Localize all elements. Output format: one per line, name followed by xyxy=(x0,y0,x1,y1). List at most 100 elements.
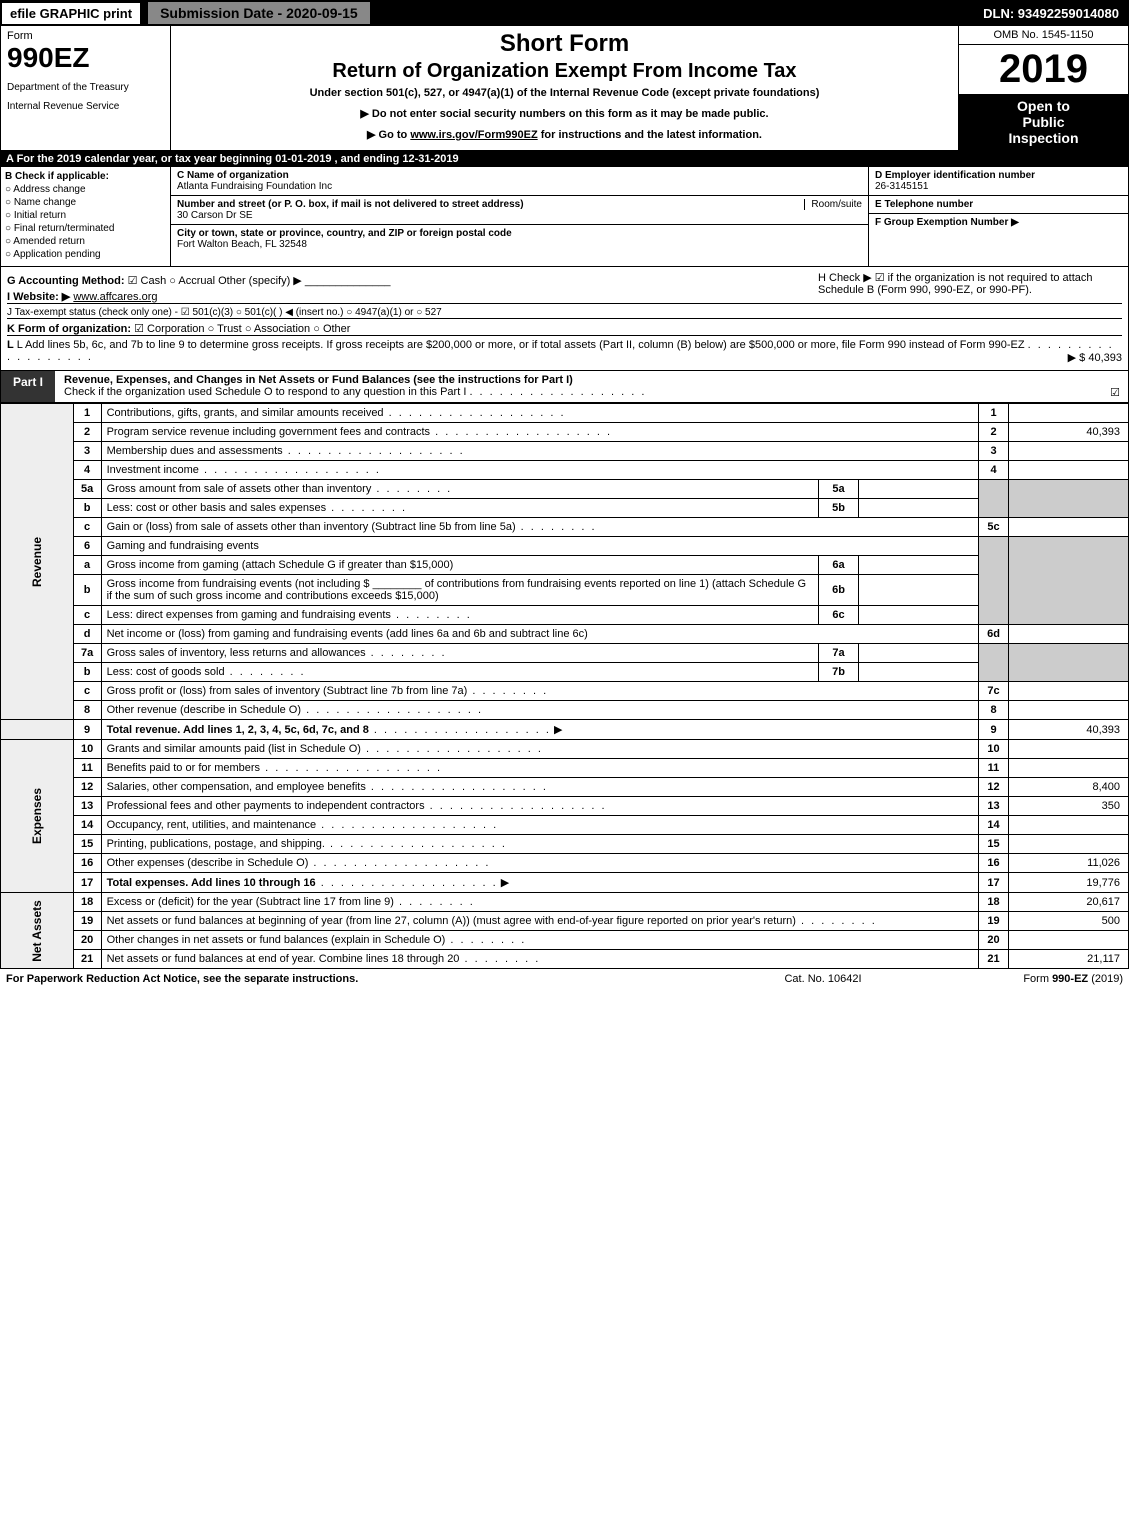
footer-left: For Paperwork Reduction Act Notice, see … xyxy=(6,973,723,985)
l16-box: 16 xyxy=(979,854,1009,873)
l17-num: 17 xyxy=(73,873,101,893)
l5a-sub: 5a xyxy=(819,480,859,499)
h-check: H Check ▶ ☑ if the organization is not r… xyxy=(818,271,1118,296)
ein-row: D Employer identification number 26-3145… xyxy=(869,167,1128,196)
l18-num: 18 xyxy=(73,893,101,912)
submission-date: Submission Date - 2020-09-15 xyxy=(146,0,372,26)
l9-num: 9 xyxy=(73,720,101,740)
l5-shaded xyxy=(979,480,1009,518)
l12-num: 12 xyxy=(73,778,101,797)
side-rev-end xyxy=(1,720,74,740)
goto-post: for instructions and the latest informat… xyxy=(538,129,762,141)
k-corp[interactable]: Corporation xyxy=(134,323,204,335)
l20-desc: Other changes in net assets or fund bala… xyxy=(101,931,978,950)
group-exempt-row: F Group Exemption Number ▶ xyxy=(869,214,1128,231)
form-number: 990EZ xyxy=(7,42,164,74)
column-c: C Name of organization Atlanta Fundraisi… xyxy=(171,167,868,266)
g-accrual[interactable]: Accrual xyxy=(169,275,215,287)
l6c-desc: Less: direct expenses from gaming and fu… xyxy=(101,606,818,625)
column-d: D Employer identification number 26-3145… xyxy=(868,167,1128,266)
l7a-num: 7a xyxy=(73,644,101,663)
g-cash[interactable]: Cash xyxy=(128,275,167,287)
check-initial[interactable]: Initial return xyxy=(5,210,166,221)
check-amended[interactable]: Amended return xyxy=(5,236,166,247)
l6-shaded-amt xyxy=(1009,537,1129,625)
l-amount: ▶ $ 40,393 xyxy=(1068,351,1122,364)
l3-amount xyxy=(1009,442,1129,461)
g-label: G Accounting Method: xyxy=(7,275,125,287)
website-link[interactable]: www.affcares.org xyxy=(73,291,157,303)
l17-box: 17 xyxy=(979,873,1009,893)
street-row: Number and street (or P. O. box, if mail… xyxy=(171,196,868,225)
return-title: Return of Organization Exempt From Incom… xyxy=(179,60,950,83)
ein-value: 26-3145151 xyxy=(875,181,928,192)
l7b-num: b xyxy=(73,663,101,682)
l13-amount: 350 xyxy=(1009,797,1129,816)
section-a-taxyear: A For the 2019 calendar year, or tax yea… xyxy=(0,151,1129,167)
b-header: B Check if applicable: xyxy=(5,171,166,182)
check-address[interactable]: Address change xyxy=(5,184,166,195)
l17-desc: Total expenses. Add lines 10 through 16 … xyxy=(101,873,978,893)
l5c-desc: Gain or (loss) from sale of assets other… xyxy=(101,518,978,537)
c-label: C Name of organization xyxy=(177,170,289,181)
part1-header: Part I Revenue, Expenses, and Changes in… xyxy=(0,371,1129,403)
l6b-subval xyxy=(859,575,979,606)
street-label: Number and street (or P. O. box, if mail… xyxy=(177,199,524,210)
part1-dots xyxy=(469,386,646,398)
l19-desc: Net assets or fund balances at beginning… xyxy=(101,912,978,931)
misc-block: H Check ▶ ☑ if the organization is not r… xyxy=(0,267,1129,371)
check-pending[interactable]: Application pending xyxy=(5,249,166,260)
irs-link[interactable]: www.irs.gov/Form990EZ xyxy=(410,129,537,141)
l2-num: 2 xyxy=(73,423,101,442)
street-value: 30 Carson Dr SE xyxy=(177,210,253,221)
l6a-sub: 6a xyxy=(819,556,859,575)
l11-amount xyxy=(1009,759,1129,778)
k-other[interactable]: Other xyxy=(313,323,350,335)
dept-treasury: Department of the Treasury xyxy=(7,82,164,93)
k-trust[interactable]: Trust xyxy=(208,323,242,335)
g-other: Other (specify) ▶ xyxy=(218,275,302,287)
l-text: L Add lines 5b, 6c, and 7b to line 9 to … xyxy=(17,339,1025,351)
check-name[interactable]: Name change xyxy=(5,197,166,208)
l4-num: 4 xyxy=(73,461,101,480)
l7c-num: c xyxy=(73,682,101,701)
l9-desc: Total revenue. Add lines 1, 2, 3, 4, 5c,… xyxy=(101,720,978,740)
k-assoc[interactable]: Association xyxy=(245,323,310,335)
l11-num: 11 xyxy=(73,759,101,778)
l12-box: 12 xyxy=(979,778,1009,797)
l5b-desc: Less: cost or other basis and sales expe… xyxy=(101,499,818,518)
l1-desc: Contributions, gifts, grants, and simila… xyxy=(101,404,978,423)
l5a-subval xyxy=(859,480,979,499)
short-form-title: Short Form xyxy=(179,30,950,58)
l6d-box: 6d xyxy=(979,625,1009,644)
l5b-sub: 5b xyxy=(819,499,859,518)
efile-print[interactable]: efile GRAPHIC print xyxy=(0,1,142,26)
l14-desc: Occupancy, rent, utilities, and maintena… xyxy=(101,816,978,835)
l14-box: 14 xyxy=(979,816,1009,835)
l20-amount xyxy=(1009,931,1129,950)
l19-num: 19 xyxy=(73,912,101,931)
side-expenses: Expenses xyxy=(1,740,74,893)
l2-box: 2 xyxy=(979,423,1009,442)
l6b-desc: Gross income from fundraising events (no… xyxy=(101,575,818,606)
l5a-desc: Gross amount from sale of assets other t… xyxy=(101,480,818,499)
l14-num: 14 xyxy=(73,816,101,835)
check-final[interactable]: Final return/terminated xyxy=(5,223,166,234)
l8-num: 8 xyxy=(73,701,101,720)
l1-num: 1 xyxy=(73,404,101,423)
l12-desc: Salaries, other compensation, and employ… xyxy=(101,778,978,797)
l7c-desc: Gross profit or (loss) from sales of inv… xyxy=(101,682,978,701)
city-row: City or town, state or province, country… xyxy=(171,225,868,253)
l10-desc: Grants and similar amounts paid (list in… xyxy=(101,740,978,759)
l5c-num: c xyxy=(73,518,101,537)
l7a-subval xyxy=(859,644,979,663)
l13-desc: Professional fees and other payments to … xyxy=(101,797,978,816)
e-label: E Telephone number xyxy=(875,199,973,210)
f-label: F Group Exemption Number ▶ xyxy=(875,217,1019,228)
l7b-desc: Less: cost of goods sold xyxy=(101,663,818,682)
i-label: I Website: ▶ xyxy=(7,291,70,303)
l7b-sub: 7b xyxy=(819,663,859,682)
l7c-box: 7c xyxy=(979,682,1009,701)
revenue-table: Revenue 1 Contributions, gifts, grants, … xyxy=(0,403,1129,969)
l10-num: 10 xyxy=(73,740,101,759)
